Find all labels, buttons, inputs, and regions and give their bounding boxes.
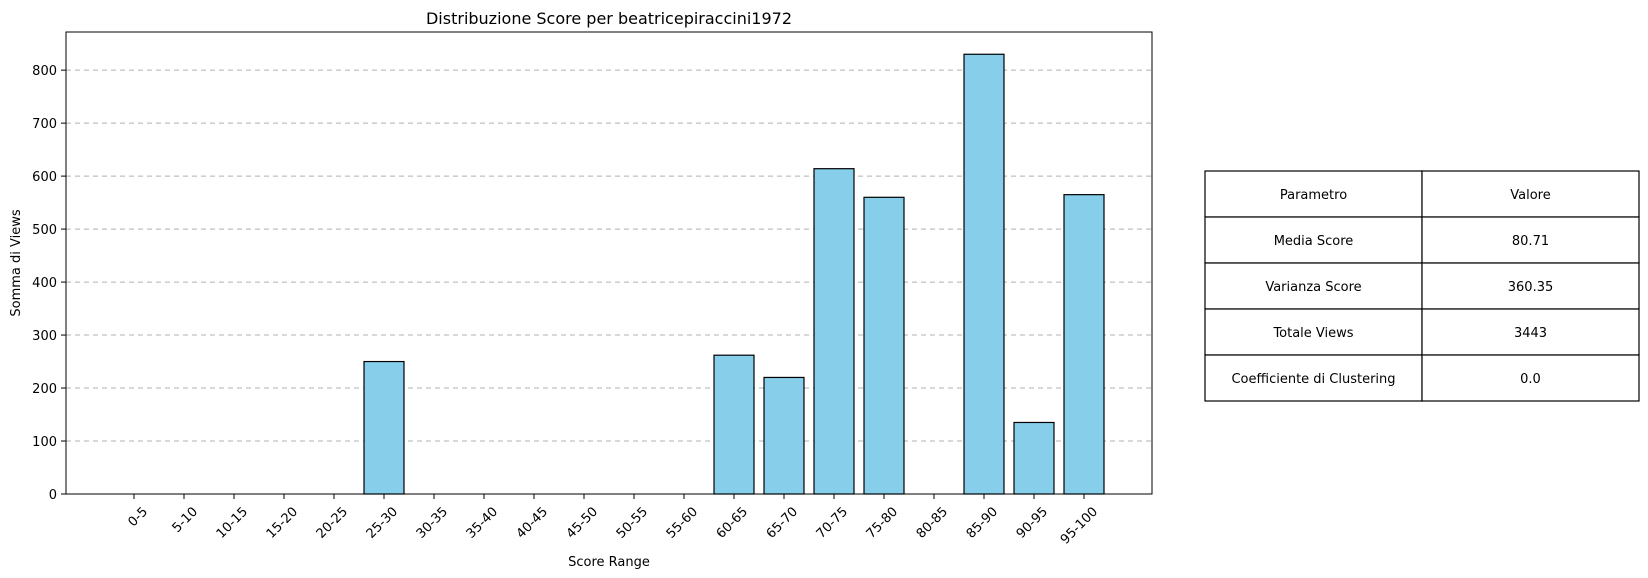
bar-60-65 (713, 354, 755, 495)
x-tick-label: 15-20 (264, 504, 301, 541)
x-tick-label: 85-90 (964, 504, 1001, 541)
x-tick-label: 55-60 (664, 504, 701, 541)
x-tick-label: 30-35 (414, 504, 451, 541)
table-cell-text: 360.35 (1508, 280, 1554, 295)
plot-frame (65, 31, 1153, 495)
x-tick-label: 0-5 (125, 504, 151, 530)
x-tick-label: 20-25 (314, 504, 351, 541)
y-tick-label: 500 (32, 223, 57, 238)
x-tick-label: 70-75 (814, 504, 851, 541)
y-tick-label: 100 (32, 435, 57, 450)
table-cell-text: Coefficiente di Clustering (1231, 372, 1395, 387)
x-tick-label: 95-100 (1058, 504, 1101, 547)
bar-25-30 (363, 360, 405, 495)
x-tick-label: 45-50 (564, 504, 601, 541)
x-tick-label: 40-45 (514, 504, 551, 541)
table-cell-text: Varianza Score (1265, 280, 1361, 295)
bar-95-100 (1063, 194, 1105, 495)
table-cell-text: 0.0 (1520, 372, 1541, 387)
x-tick-label: 25-30 (364, 504, 401, 541)
bar-65-70 (763, 376, 805, 495)
bars (363, 53, 1105, 495)
y-tick-label: 400 (32, 276, 57, 291)
y-axis-title: Somma di Views (9, 209, 24, 316)
table-cell (1421, 354, 1640, 402)
y-axis-ticks: 0 100 200 300 400 500 600 700 800 (32, 64, 66, 503)
x-tick-label: 60-65 (714, 504, 751, 541)
table-cell-text: Media Score (1274, 234, 1354, 249)
y-tick-label: 600 (32, 170, 57, 185)
table-cell-text: Totale Views (1272, 326, 1353, 341)
y-tick-label: 200 (32, 382, 57, 397)
table-cell (1204, 354, 1423, 402)
y-tick-label: 700 (32, 117, 57, 132)
x-tick-label: 10-15 (214, 504, 251, 541)
x-tick-label: 5-10 (170, 504, 201, 535)
table-cell (1421, 308, 1640, 356)
table-cell (1421, 216, 1640, 264)
x-axis-title: Score Range (568, 555, 650, 570)
x-axis-ticks: 0-5 5-10 10-15 15-20 20-25 25-30 30-35 35-40 40-… (125, 494, 1101, 548)
table-header-text: Valore (1510, 188, 1550, 203)
y-tick-label: 800 (32, 64, 57, 79)
bar-75-80 (863, 196, 905, 495)
bar-85-90 (963, 53, 1005, 495)
table-cell-text: 80.71 (1512, 234, 1549, 249)
x-tick-label: 90-95 (1014, 504, 1051, 541)
y-tick-label: 300 (32, 329, 57, 344)
bar-90-95 (1013, 421, 1055, 495)
table-header-cell (1204, 170, 1423, 218)
table-header-text: Parametro (1280, 188, 1347, 203)
x-tick-label: 80-85 (914, 504, 951, 541)
x-tick-label: 75-80 (864, 504, 901, 541)
x-tick-label: 65-70 (764, 504, 801, 541)
table-cell (1204, 308, 1423, 356)
chart-title: Distribuzione Score per beatricepiraccin… (426, 9, 792, 28)
y-tick-label: 0 (49, 488, 57, 503)
grid-lines (66, 69, 1152, 442)
bar-70-75 (813, 168, 855, 495)
stats-table: Parametro Valore Media Score 80.71 Varianza … (1204, 170, 1640, 402)
x-tick-label: 50-55 (614, 504, 651, 541)
x-tick-label: 35-40 (464, 504, 501, 541)
table-cell (1204, 262, 1423, 310)
table-cell-text: 3443 (1514, 326, 1547, 341)
